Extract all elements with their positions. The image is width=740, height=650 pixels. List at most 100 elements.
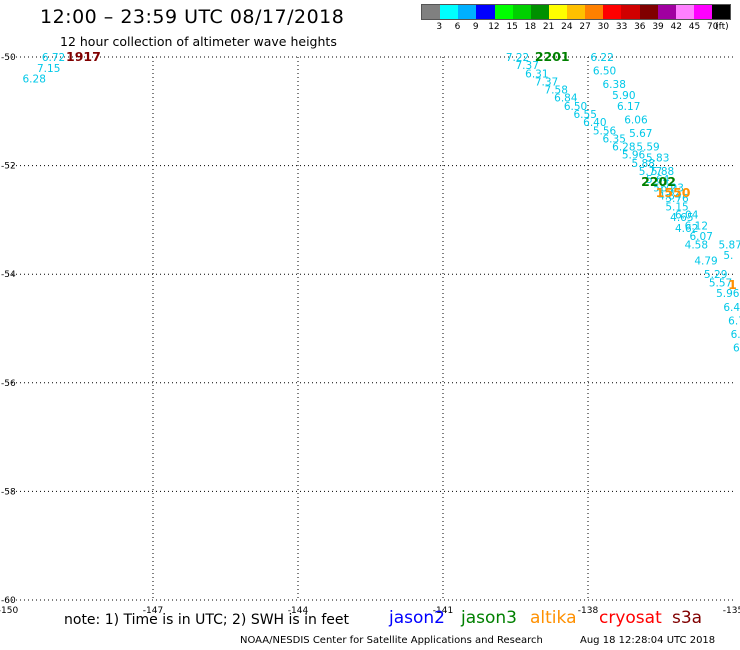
wave-height-value: 5. — [723, 250, 733, 262]
x-tick-label: -141 — [433, 606, 453, 616]
wave-height-value: 6.41 — [723, 302, 740, 314]
wave-height-value: 7.22 — [506, 52, 529, 64]
legend-label: 70 — [707, 22, 719, 32]
wave-height-value: 6.28 — [612, 142, 635, 154]
y-tick-label: -54 — [1, 270, 16, 280]
legend-label: 30 — [597, 22, 610, 32]
wave-height-value: 6.50 — [593, 66, 616, 78]
satellite-jason2-label: jason2 — [389, 608, 445, 628]
legend-label: (ft) — [715, 22, 729, 32]
legend-swatch — [440, 5, 459, 19]
wave-height-value: 6.03 — [661, 182, 684, 194]
wave-height-value: 6.06 — [624, 114, 648, 126]
wave-height-value: 6.28 — [23, 74, 46, 86]
legend-swatch — [512, 5, 531, 19]
wave-height-value: 5.96 — [622, 150, 646, 162]
wave-height-value: 5.77 — [639, 166, 662, 178]
page-subtitle: 12 hour collection of altimeter wave hei… — [60, 34, 337, 49]
footer-note: note: 1) Time is in UTC; 2) SWH is in fe… — [64, 612, 350, 628]
x-tick-label: -144 — [288, 606, 309, 616]
wave-height-value: 4.84 — [658, 190, 682, 202]
wave-height-value: 6.40 — [583, 117, 606, 129]
legend-label: 24 — [561, 22, 573, 32]
track-time-label: 2201 — [535, 49, 570, 64]
y-tick-label: -58 — [1, 487, 16, 497]
wave-height-value: 6.07 — [690, 231, 713, 243]
legend-label: 42 — [670, 22, 683, 32]
wave-height-value: 4.62 — [675, 223, 698, 235]
legend-label: 9 — [472, 22, 479, 32]
wave-height-value: 5.96 — [716, 288, 740, 300]
legend-label: 36 — [634, 22, 646, 32]
legend-swatch — [548, 5, 567, 19]
satellite-s3a-label: s3a — [672, 608, 703, 628]
generated-timestamp: Aug 18 12:28:04 UTC 2018 — [580, 635, 716, 646]
wave-height-value: 5.83 — [646, 152, 669, 164]
track-time-label: 2202 — [641, 174, 676, 189]
wave-height-value: 5.88 — [651, 166, 674, 178]
wave-height-value: 6.17 — [617, 101, 640, 113]
color-legend: 3 6 9 12 15 18 21 24 27 30 33 36 39 42 45 70 (ft) — [421, 4, 731, 36]
legend-labels: 3 6 9 12 15 18 21 24 27 30 33 36 39 42 45 70 (ft) — [421, 20, 731, 34]
wave-height-value: 5.88 — [632, 158, 655, 170]
credit-text: NOAA/NESDIS Center for Satellite Applica… — [240, 635, 543, 646]
wave-height-value: 5.56 — [593, 125, 617, 137]
page-title: 12:00 – 23:59 UTC 08/17/2018 — [40, 6, 345, 28]
legend-swatch — [567, 5, 586, 19]
wave-height-value: 6.72 — [42, 52, 65, 64]
wave-height-value: 5.59 — [636, 142, 659, 154]
wave-height-value: 6.12 — [685, 220, 708, 232]
legend-swatch — [712, 5, 731, 19]
x-tick-label: -147 — [143, 606, 163, 616]
y-tick-label: -52 — [1, 162, 16, 172]
legend-swatch — [657, 5, 676, 19]
wave-height-value: 6.04 — [675, 209, 699, 221]
wave-height-value: 7.15 — [37, 63, 60, 75]
legend-label: 6 — [454, 22, 461, 32]
wave-height-value: 7.58 — [545, 85, 568, 97]
wave-height-value: 6.70 — [728, 315, 740, 327]
legend-swatch — [603, 5, 622, 19]
track-time-label: 1 — [728, 277, 737, 292]
legend-swatch — [530, 5, 549, 19]
y-tick-label: -50 — [1, 53, 16, 63]
wave-height-value: 5.29 — [704, 269, 727, 281]
legend-label: 27 — [579, 22, 591, 32]
legend-swatch — [422, 5, 441, 19]
wave-height-value: 5.64 — [646, 174, 670, 186]
legend-swatch — [476, 5, 495, 19]
legend-swatch — [458, 5, 477, 19]
y-tick-label: -60 — [1, 596, 16, 606]
legend-swatch — [585, 5, 604, 19]
wave-height-value: 6.7 — [731, 329, 740, 341]
wave-height-value: 5.67 — [629, 128, 652, 140]
wave-height-value: 5.76 — [665, 193, 689, 205]
legend-label: 15 — [506, 22, 518, 32]
legend-label: 18 — [524, 22, 537, 32]
y-tick-label: -56 — [1, 379, 16, 389]
wave-height-value: 6.35 — [603, 133, 626, 145]
wave-height-value: 6 — [733, 343, 740, 355]
legend-swatches — [421, 4, 731, 20]
wave-height-value: 6.31 — [525, 68, 548, 80]
satellite-altika-label: altika — [530, 608, 577, 628]
x-tick-label: -138 — [578, 606, 599, 616]
legend-label: 39 — [652, 22, 664, 32]
legend-label: 21 — [542, 22, 555, 32]
wave-height-value: 7.37 — [516, 60, 539, 72]
wave-height-value: 6.22 — [590, 52, 613, 64]
wave-height-value: 5.72 — [653, 182, 676, 194]
track-time-label: 1917 — [66, 49, 101, 64]
legend-label: 12 — [488, 22, 500, 32]
satellite-jason3-label: jason3 — [461, 608, 517, 628]
wave-height-value: 5.15 — [665, 201, 688, 213]
legend-label: 3 — [436, 22, 443, 32]
wave-height-value: 5.57 — [709, 277, 732, 289]
legend-label: 45 — [688, 22, 701, 32]
x-tick-label: -135 — [723, 606, 740, 616]
wave-height-value: 6.50 — [564, 101, 587, 113]
wave-height-value: 6.55 — [574, 109, 597, 121]
satellite-cryosat-label: cryosat — [599, 608, 662, 628]
wave-height-value: 4.79 — [694, 256, 717, 268]
wave-height-value: 5.90 — [612, 90, 635, 102]
